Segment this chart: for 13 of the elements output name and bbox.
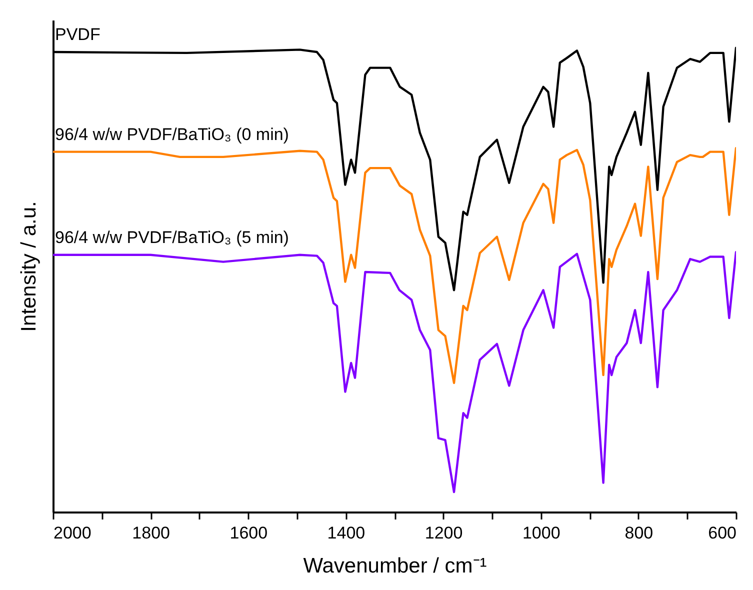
series-label: PVDF (55, 25, 100, 44)
y-axis-title: Intensity / a.u. (18, 201, 40, 332)
series-label: 96/4 w/w PVDF/BaTiO₃ (5 min) (55, 228, 289, 247)
x-axis-title: Wavenumber / cm⁻¹ (303, 554, 487, 578)
x-tick-label: 1000 (522, 524, 560, 542)
x-tick-label: 1800 (132, 524, 170, 542)
x-tick-label: 800 (624, 524, 654, 542)
x-tick-label: 600 (708, 524, 736, 542)
x-tick-label: 1600 (230, 524, 268, 542)
x-tick-label: 1400 (327, 524, 366, 542)
x-tick-label: 1200 (424, 524, 463, 542)
series-label: 96/4 w/w PVDF/BaTiO₃ (0 min) (55, 124, 289, 144)
x-tick-label: 2000 (54, 524, 92, 542)
